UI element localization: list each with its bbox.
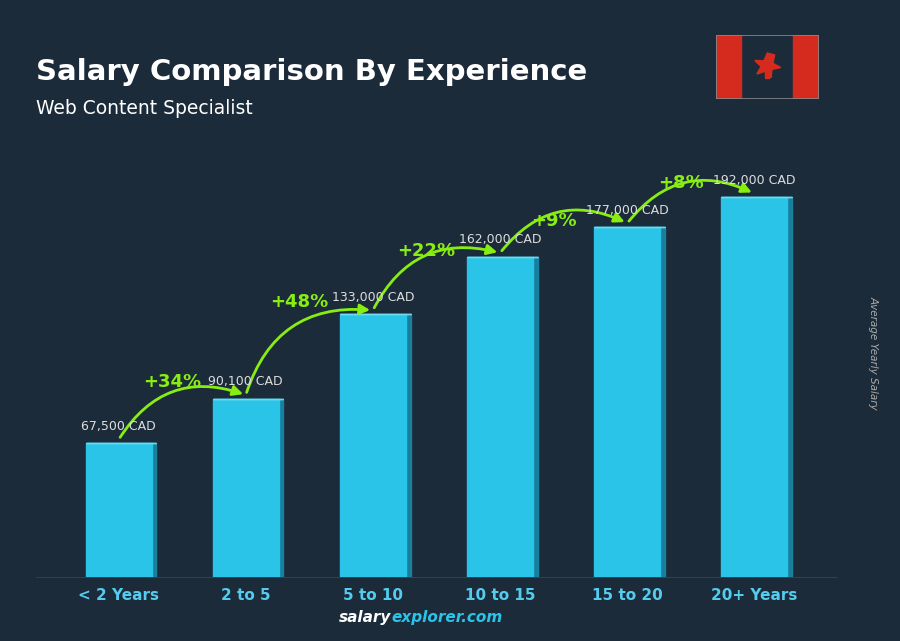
Text: Web Content Specialist: Web Content Specialist (36, 99, 253, 119)
Text: +9%: +9% (531, 212, 576, 230)
Polygon shape (406, 314, 410, 577)
Bar (594, 227, 661, 577)
Text: 90,100 CAD: 90,100 CAD (209, 376, 284, 388)
Text: +34%: +34% (143, 372, 201, 390)
Bar (86, 444, 152, 577)
FancyArrowPatch shape (629, 180, 749, 221)
Bar (340, 314, 406, 577)
Text: 192,000 CAD: 192,000 CAD (713, 174, 796, 187)
FancyArrowPatch shape (120, 387, 240, 437)
Text: 162,000 CAD: 162,000 CAD (459, 233, 541, 246)
Polygon shape (661, 227, 665, 577)
Text: +22%: +22% (397, 242, 455, 260)
FancyArrowPatch shape (374, 246, 494, 308)
Polygon shape (788, 197, 792, 577)
Bar (793, 35, 819, 99)
Bar (721, 197, 788, 577)
Text: explorer.com: explorer.com (392, 610, 503, 625)
Text: Average Yearly Salary: Average Yearly Salary (868, 296, 878, 410)
Text: 177,000 CAD: 177,000 CAD (586, 204, 669, 217)
FancyArrowPatch shape (502, 210, 622, 251)
Polygon shape (755, 53, 781, 78)
Bar (716, 35, 742, 99)
Text: salary: salary (339, 610, 392, 625)
Polygon shape (533, 256, 538, 577)
FancyArrowPatch shape (247, 305, 367, 392)
Text: 133,000 CAD: 133,000 CAD (332, 290, 414, 304)
Text: 67,500 CAD: 67,500 CAD (81, 420, 156, 433)
Text: +8%: +8% (658, 174, 704, 192)
Polygon shape (152, 444, 157, 577)
Bar (212, 399, 279, 577)
Polygon shape (279, 399, 284, 577)
Text: Salary Comparison By Experience: Salary Comparison By Experience (36, 58, 587, 86)
Bar (765, 71, 770, 78)
Text: +48%: +48% (270, 293, 328, 311)
Bar (467, 256, 533, 577)
